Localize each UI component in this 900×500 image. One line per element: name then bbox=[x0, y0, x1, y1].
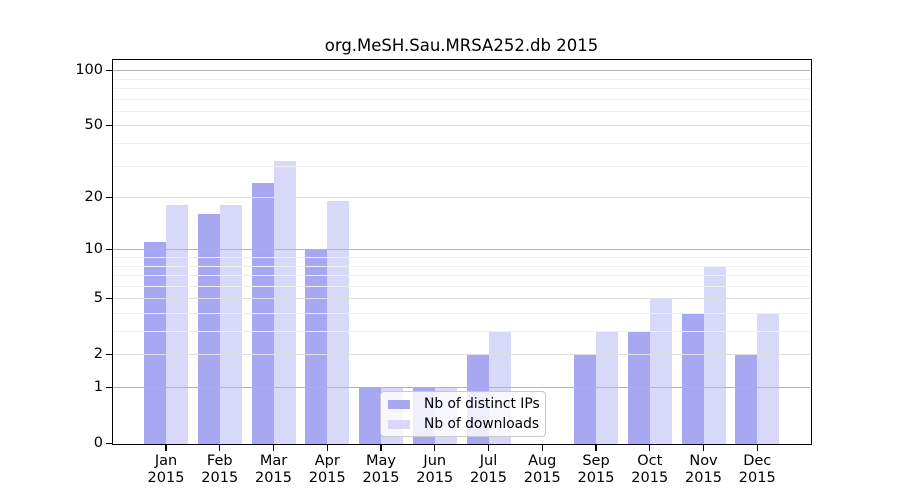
y-tick-label-10: 10 bbox=[84, 240, 103, 257]
x-tick-mark-oct bbox=[649, 445, 651, 451]
gridline-20 bbox=[113, 197, 810, 199]
legend-label-downloads: Nb of downloads bbox=[424, 416, 540, 432]
x-tick-label-dec: Dec 2015 bbox=[738, 453, 776, 486]
gridline-minor-8 bbox=[113, 265, 810, 267]
x-tick-mark-jan bbox=[165, 445, 167, 451]
gridline-minor-90 bbox=[113, 78, 810, 80]
bar-oct-downloads bbox=[649, 298, 672, 444]
bar-apr-distinct-ips bbox=[305, 249, 328, 444]
x-tick-label-jan: Jan 2015 bbox=[147, 453, 185, 486]
gridline-minor-40 bbox=[113, 143, 810, 145]
x-tick-mark-may bbox=[380, 445, 382, 451]
legend: Nb of distinct IPs Nb of downloads bbox=[380, 391, 546, 437]
x-tick-label-nov: Nov 2015 bbox=[685, 453, 722, 486]
legend-item-distinct-ips: Nb of distinct IPs bbox=[381, 396, 545, 413]
y-tick-mark-0 bbox=[106, 442, 113, 444]
gridline-50 bbox=[113, 125, 810, 127]
chart-title: org.MeSH.Sau.MRSA252.db 2015 bbox=[324, 36, 599, 55]
bar-may-distinct-ips bbox=[359, 387, 381, 444]
gridline-minor-80 bbox=[113, 88, 810, 90]
bar-apr-downloads bbox=[327, 201, 350, 444]
y-tick-mark-2 bbox=[106, 353, 113, 356]
bar-dec-distinct-ips bbox=[735, 354, 758, 444]
bar-jan-distinct-ips bbox=[144, 242, 166, 444]
gridline-minor-7 bbox=[113, 275, 810, 277]
y-tick-mark-50 bbox=[106, 124, 113, 127]
legend-swatch-downloads bbox=[388, 419, 410, 429]
gridline-minor-60 bbox=[113, 110, 810, 112]
gridline-minor-3 bbox=[113, 331, 810, 333]
x-tick-mark-mar bbox=[272, 445, 275, 451]
y-tick-mark-10 bbox=[106, 248, 113, 251]
gridline-2 bbox=[113, 354, 810, 356]
x-tick-label-mar: Mar 2015 bbox=[255, 453, 292, 486]
y-tick-label-1: 1 bbox=[93, 378, 103, 395]
x-tick-label-may: May 2015 bbox=[362, 453, 400, 486]
y-tick-label-50: 50 bbox=[84, 116, 103, 133]
x-tick-label-apr: Apr 2015 bbox=[308, 453, 346, 486]
y-tick-label-2: 2 bbox=[93, 345, 103, 362]
bar-sep-distinct-ips bbox=[574, 354, 596, 444]
x-tick-mark-sep bbox=[595, 445, 597, 451]
gridline-100 bbox=[113, 70, 810, 72]
bar-jan-downloads bbox=[166, 205, 188, 444]
x-tick-label-jun: Jun 2015 bbox=[416, 453, 454, 486]
bar-dec-downloads bbox=[757, 312, 780, 444]
gridline-10 bbox=[113, 249, 810, 251]
bar-feb-downloads bbox=[219, 205, 242, 444]
bar-feb-distinct-ips bbox=[197, 214, 220, 444]
bar-nov-distinct-ips bbox=[681, 312, 704, 444]
gridline-minor-70 bbox=[113, 98, 810, 100]
x-tick-label-jul: Jul 2015 bbox=[470, 453, 507, 486]
legend-swatch-distinct-ips bbox=[388, 399, 410, 409]
gridline-minor-6 bbox=[113, 285, 810, 287]
x-tick-mark-aug bbox=[541, 445, 543, 451]
gridline-minor-30 bbox=[113, 165, 810, 167]
x-tick-label-oct: Oct 2015 bbox=[631, 453, 669, 486]
legend-item-downloads: Nb of downloads bbox=[381, 416, 545, 433]
gridline-1 bbox=[113, 387, 810, 388]
x-tick-mark-jun bbox=[434, 445, 436, 451]
x-tick-mark-dec bbox=[756, 445, 758, 451]
y-tick-mark-20 bbox=[106, 196, 113, 198]
gridline-minor-4 bbox=[113, 312, 810, 314]
x-tick-mark-feb bbox=[219, 445, 221, 451]
gridline-minor-9 bbox=[113, 257, 810, 258]
x-tick-label-aug: Aug 2015 bbox=[523, 453, 561, 486]
y-tick-label-100: 100 bbox=[75, 61, 103, 78]
x-tick-mark-apr bbox=[326, 445, 328, 451]
gridline-5 bbox=[113, 298, 810, 300]
y-tick-mark-100 bbox=[106, 69, 113, 72]
x-tick-label-sep: Sep 2015 bbox=[577, 453, 615, 486]
x-tick-mark-jul bbox=[487, 445, 490, 451]
y-tick-mark-5 bbox=[106, 297, 113, 300]
x-tick-mark-nov bbox=[702, 445, 705, 451]
y-tick-label-0: 0 bbox=[93, 434, 103, 451]
x-tick-label-feb: Feb 2015 bbox=[201, 453, 239, 486]
bar-mar-downloads bbox=[273, 160, 296, 444]
y-tick-label-5: 5 bbox=[93, 289, 103, 306]
legend-label-distinct-ips: Nb of distinct IPs bbox=[424, 396, 540, 412]
y-tick-mark-1 bbox=[106, 386, 113, 388]
y-tick-label-20: 20 bbox=[84, 188, 103, 205]
